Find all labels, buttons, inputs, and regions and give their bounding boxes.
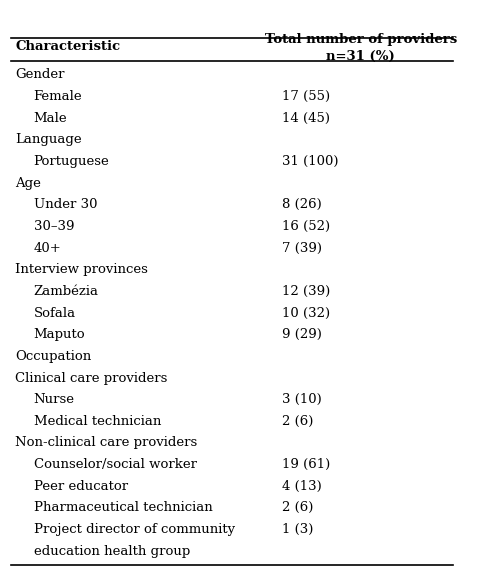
- Text: Language: Language: [15, 133, 82, 146]
- Text: Maputo: Maputo: [33, 328, 85, 341]
- Text: 8 (26): 8 (26): [282, 198, 322, 211]
- Text: 17 (55): 17 (55): [282, 90, 330, 103]
- Text: 2 (6): 2 (6): [282, 415, 314, 428]
- Text: Under 30: Under 30: [33, 198, 97, 211]
- Text: Total number of providers: Total number of providers: [264, 33, 457, 46]
- Text: Project director of community: Project director of community: [33, 523, 235, 536]
- Text: Gender: Gender: [15, 68, 65, 81]
- Text: Sofala: Sofala: [33, 307, 76, 320]
- Text: Nurse: Nurse: [33, 393, 75, 406]
- Text: Occupation: Occupation: [15, 350, 91, 363]
- Text: 40+: 40+: [33, 241, 61, 255]
- Text: Portuguese: Portuguese: [33, 155, 109, 168]
- Text: 12 (39): 12 (39): [282, 285, 331, 298]
- Text: 2 (6): 2 (6): [282, 502, 314, 514]
- Text: Female: Female: [33, 90, 82, 103]
- Text: 1 (3): 1 (3): [282, 523, 314, 536]
- Text: 10 (32): 10 (32): [282, 307, 330, 320]
- Text: Male: Male: [33, 112, 67, 125]
- Text: Zambézia: Zambézia: [33, 285, 98, 298]
- Text: 3 (10): 3 (10): [282, 393, 322, 406]
- Text: 16 (52): 16 (52): [282, 220, 330, 233]
- Text: 9 (29): 9 (29): [282, 328, 322, 341]
- Text: Peer educator: Peer educator: [33, 480, 128, 493]
- Text: Clinical care providers: Clinical care providers: [15, 371, 168, 384]
- Text: Pharmaceutical technician: Pharmaceutical technician: [33, 502, 212, 514]
- Text: n=31 (%): n=31 (%): [326, 50, 395, 63]
- Text: 30–39: 30–39: [33, 220, 74, 233]
- Text: Medical technician: Medical technician: [33, 415, 161, 428]
- Text: Age: Age: [15, 177, 41, 189]
- Text: Characteristic: Characteristic: [15, 41, 120, 53]
- Text: 4 (13): 4 (13): [282, 480, 322, 493]
- Text: 31 (100): 31 (100): [282, 155, 339, 168]
- Text: Non-clinical care providers: Non-clinical care providers: [15, 436, 197, 450]
- Text: 19 (61): 19 (61): [282, 458, 331, 471]
- Text: Counselor/social worker: Counselor/social worker: [33, 458, 196, 471]
- Text: Interview provinces: Interview provinces: [15, 263, 148, 276]
- Text: education health group: education health group: [33, 545, 190, 558]
- Text: 14 (45): 14 (45): [282, 112, 330, 125]
- Text: 7 (39): 7 (39): [282, 241, 322, 255]
